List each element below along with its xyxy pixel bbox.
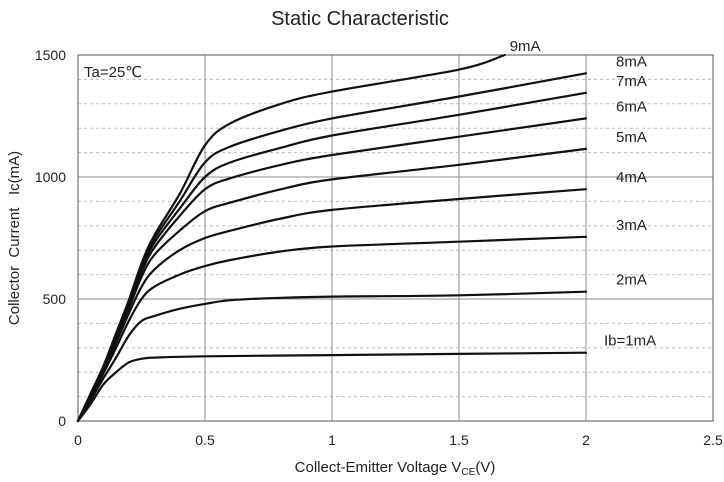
temperature-note: Ta=25℃ [84,64,142,81]
curve-ib-1ma [76,351,588,423]
x-tick-label: 0.5 [195,432,215,448]
y-tick-label: 500 [43,291,67,307]
y-tick-labels: 0 500 1000 1500 [35,47,66,429]
x-tick-label: 1.5 [449,432,469,448]
y-tick-label: 1500 [35,47,66,63]
chart-title: Static Characteristic [271,8,449,30]
curve-label-6ma: 6mA [616,98,647,115]
x-tick-labels: 0 0.5 1 1.5 2 2.5 [74,432,723,448]
curve-label-9ma: 9mA [510,38,541,55]
x-axis-label-symbol: V [451,459,461,476]
curve-label-8ma: 8mA [616,53,647,70]
minor-gridlines [78,78,713,398]
x-axis-label-subscript: CE [461,467,475,478]
curve-label-7ma: 7mA [616,73,647,90]
y-axis-label: Collector Current Ic(mA) [6,151,23,325]
x-tick-label: 2.5 [703,432,723,448]
curve-9ma [76,53,506,423]
curve-labels: Ib=1mA 2mA 3mA 4mA 5mA 6mA 7mA 8mA 9mA [510,38,656,350]
x-tick-label: 1 [328,432,336,448]
curve-label-ib-1ma: Ib=1mA [604,333,656,350]
x-tick-label: 2 [582,432,590,448]
curve-3ma [76,235,588,423]
y-tick-label: 1000 [35,169,66,185]
plot-area [76,53,714,423]
curve-label-2ma: 2mA [616,272,647,289]
y-tick-label: 0 [58,413,66,429]
curves [76,53,588,423]
plot-frame [77,54,714,422]
curve-label-3ma: 3mA [616,217,647,234]
x-tick-label: 0 [74,432,82,448]
x-axis-label: Collect-Emitter Voltage VCE(V) [295,459,496,478]
curve-label-4ma: 4mA [616,169,647,186]
curve-label-5ma: 5mA [616,129,647,146]
x-axis-label-unit: (V) [475,459,495,476]
x-axis-label-text: Collect-Emitter Voltage [295,459,448,476]
curve-2ma [76,290,588,423]
